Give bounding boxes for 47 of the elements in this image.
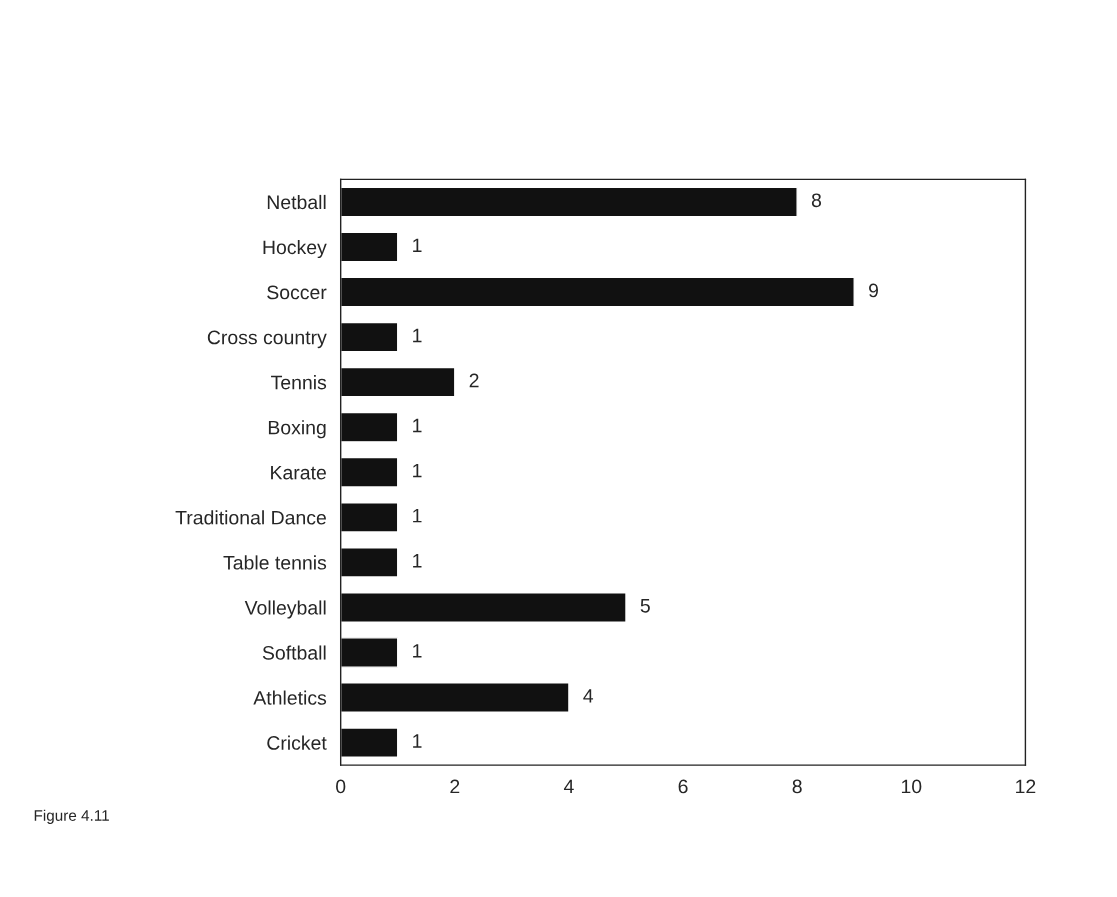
y-tick-label: Boxing	[268, 420, 326, 439]
data-label: 1	[413, 644, 422, 658]
bar	[340, 366, 456, 398]
bar	[340, 637, 399, 668]
y-tick-label: Tennis	[271, 375, 327, 390]
bar	[340, 682, 570, 713]
x-tick-label: 8	[792, 779, 802, 794]
bar	[340, 456, 399, 488]
data-label: 1	[413, 508, 422, 523]
caption: Figure 4.11	[34, 809, 109, 824]
data-label: 5	[640, 599, 650, 613]
bar	[340, 321, 399, 353]
data-label: 8	[811, 193, 822, 208]
y-tick-label: Softball	[262, 645, 326, 660]
y-tick-label: Hockey	[263, 239, 327, 259]
data-label: 1	[413, 418, 422, 433]
data-label: 2	[469, 373, 479, 388]
bar	[340, 231, 399, 263]
y-tick-label: Table tennis	[223, 555, 327, 570]
x-tick-label: 2	[450, 779, 460, 794]
bar	[340, 592, 627, 623]
y-tick-label: Cross country	[207, 330, 327, 349]
bar	[340, 501, 399, 533]
bar	[340, 547, 399, 578]
x-tick-label: 12	[1016, 779, 1036, 794]
x-tick-label: 4	[563, 779, 574, 794]
bar	[340, 727, 399, 758]
data-label: 1	[413, 554, 422, 568]
data-label: 9	[869, 283, 879, 298]
bar	[340, 411, 399, 443]
data-label: 1	[413, 463, 422, 478]
y-tick-label: Soccer	[267, 285, 327, 300]
data-label: 4	[583, 689, 594, 703]
data-label: 1	[413, 328, 422, 343]
data-label: 1	[413, 734, 422, 748]
x-tick-label: 6	[678, 779, 688, 794]
x-tick-label: 10	[901, 779, 922, 794]
y-tick-label: Athletics	[253, 690, 327, 705]
y-tick-label: Volleyball	[244, 600, 326, 619]
bar	[340, 186, 798, 218]
x-tick-label: 0	[336, 779, 346, 794]
y-tick-label: Traditional Dance	[175, 510, 326, 525]
data-label: 1	[413, 238, 422, 253]
y-tick-label: Karate	[271, 465, 326, 480]
y-tick-label: Cricket	[267, 735, 327, 750]
bar	[340, 276, 855, 308]
y-tick-label: Netball	[267, 194, 326, 210]
